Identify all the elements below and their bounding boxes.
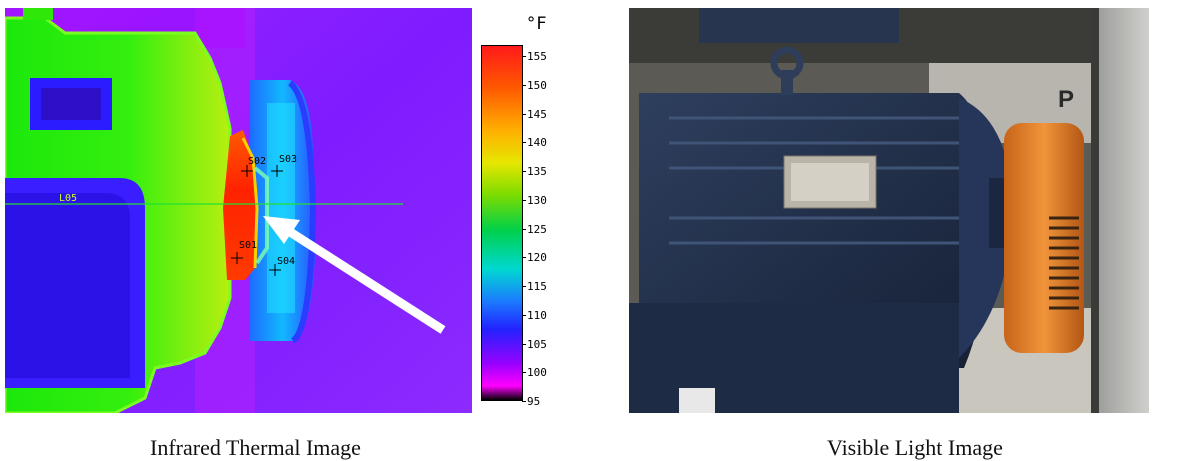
spot-label-s03: S03	[279, 154, 298, 165]
visible-light-image: P	[629, 8, 1149, 413]
arrow-head	[263, 216, 300, 244]
pump-label-letter: P	[1058, 86, 1075, 113]
scale-tick-label: 140	[522, 136, 547, 150]
infrared-caption: Infrared Thermal Image	[150, 435, 361, 460]
scale-tick-label: 135	[522, 165, 547, 178]
scale-tick-label: 105	[522, 337, 547, 351]
spot-label-s02: S02	[248, 156, 267, 167]
scale-tick-label: 150	[522, 78, 547, 92]
infrared-thermal-image: L05 S02 S03 S01 S04	[5, 8, 472, 413]
scale-tick-label: 155	[522, 50, 547, 63]
temperature-unit: °F	[526, 14, 547, 34]
scale-tick-label: 115	[522, 280, 547, 293]
spot-label-s01: S01	[239, 240, 258, 251]
scale-tick-label: 95	[521, 395, 541, 408]
thermal-image-graphic	[5, 8, 472, 413]
scale-tick-label: 125	[522, 222, 547, 236]
spot-markers	[231, 165, 283, 276]
visible-caption: Visible Light Image	[827, 435, 1003, 460]
scale-tick-label: 100	[522, 366, 547, 380]
scale-tick-label: 110	[522, 308, 547, 322]
line-label-l05: L05	[59, 193, 78, 204]
scale-tick-label: 130	[522, 193, 547, 207]
visible-image-graphic	[629, 8, 1149, 413]
scale-tick-label: 145	[522, 107, 547, 121]
scale-tick-label: 120	[522, 251, 547, 265]
spot-label-s04: S04	[277, 256, 296, 267]
temperature-color-scale	[481, 45, 523, 401]
